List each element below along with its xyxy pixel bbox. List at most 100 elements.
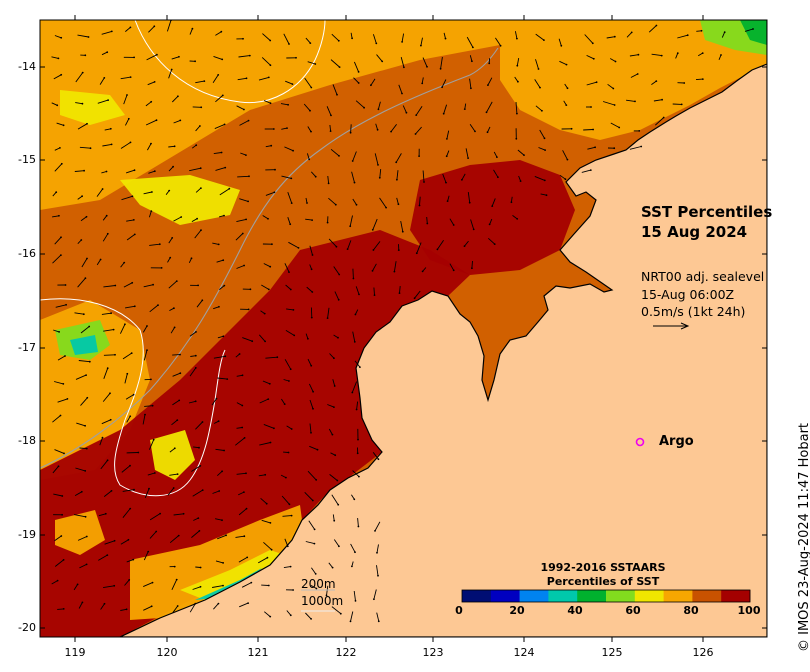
current-arrow-head [194, 400, 197, 403]
current-arrow-head [88, 360, 91, 363]
current-arrow-head [452, 269, 455, 272]
current-arrow [98, 513, 106, 517]
current-arrow [651, 53, 662, 57]
current-arrow [142, 414, 146, 425]
current-arrow [586, 81, 597, 86]
current-arrow-head [306, 202, 308, 204]
current-arrow [238, 491, 245, 496]
current-arrow-head [474, 130, 476, 133]
current-arrow [103, 585, 115, 589]
current-arrow [449, 218, 455, 226]
current-arrow [120, 262, 125, 268]
vector-info-line-3: 0.5m/s (1kt 24h) [641, 304, 746, 319]
lat-tick-label: -15 [18, 153, 36, 166]
current-arrow [99, 437, 103, 446]
current-arrow-head [338, 545, 340, 548]
current-arrow [626, 99, 636, 102]
current-arrow [414, 290, 421, 299]
current-arrow-head [203, 80, 206, 82]
current-arrow-head [326, 221, 329, 224]
vector-info: NRT00 adj. sealevel 15-Aug 06:00Z 0.5m/s… [641, 268, 764, 321]
current-arrow [77, 536, 87, 541]
current-arrow [265, 191, 275, 196]
current-arrow [79, 563, 87, 569]
current-arrow-head [201, 489, 204, 491]
current-arrow-head [56, 579, 59, 582]
current-arrow [53, 381, 64, 385]
current-arrow [195, 421, 203, 430]
current-arrow-head [245, 507, 248, 510]
current-arrow [101, 51, 108, 56]
current-arrow [376, 612, 380, 622]
current-arrow-head [676, 52, 679, 54]
current-arrow-head [103, 602, 106, 605]
current-arrow-head [420, 44, 422, 47]
current-arrow [193, 446, 200, 449]
current-arrow [96, 188, 103, 197]
current-arrow [626, 32, 633, 38]
current-arrow-head [137, 451, 140, 454]
current-arrow [443, 104, 448, 114]
sst-region [40, 230, 470, 637]
colorbar-segment [462, 590, 492, 602]
current-arrow [558, 38, 562, 46]
current-arrow-head [159, 512, 162, 515]
current-arrow-head [173, 145, 176, 148]
current-arrow-head [153, 81, 156, 83]
land-mass [119, 20, 767, 637]
current-arrow [440, 56, 443, 69]
current-arrow-head [199, 465, 202, 467]
current-arrow [120, 539, 129, 545]
current-arrow-head [543, 179, 546, 182]
sst-region [410, 160, 575, 275]
current-arrow-head [355, 408, 358, 411]
current-arrow [352, 331, 356, 342]
current-arrow [282, 515, 292, 517]
current-arrow-head [426, 65, 428, 68]
current-arrow-head [225, 534, 228, 537]
current-arrow [354, 309, 359, 315]
current-arrow-head [132, 558, 135, 561]
lon-tick-label: 120 [156, 646, 178, 659]
current-arrow [235, 233, 244, 241]
current-arrow-head [613, 147, 616, 150]
current-arrow [377, 101, 381, 110]
current-arrow [77, 123, 88, 130]
lat-tick-label: -19 [18, 528, 36, 541]
current-arrow-head [105, 170, 108, 173]
current-arrow [308, 383, 314, 392]
current-arrow-head [84, 424, 86, 427]
current-arrow [56, 122, 64, 126]
current-arrow [145, 119, 157, 126]
current-arrow [332, 514, 335, 521]
current-arrow-head [463, 108, 466, 110]
current-arrow [648, 25, 657, 33]
current-arrow [464, 103, 467, 110]
current-arrow-head [179, 353, 181, 356]
current-arrow [119, 324, 126, 334]
current-arrow-head [315, 479, 318, 481]
current-arrow-head [109, 127, 112, 130]
current-arrow-head [316, 448, 319, 451]
current-arrow-head [60, 73, 63, 76]
current-arrow [143, 551, 149, 561]
current-arrow-head [405, 111, 408, 114]
current-arrow-head [269, 441, 272, 444]
current-arrow [518, 175, 522, 182]
lon-tick-label: 122 [335, 646, 357, 659]
current-arrow-head [327, 182, 330, 185]
current-arrow [169, 535, 179, 544]
current-arrow [306, 153, 310, 160]
current-arrow-head [241, 404, 244, 407]
current-arrow-head [311, 499, 314, 502]
current-arrow-head [85, 374, 87, 376]
current-arrow [443, 32, 446, 39]
current-arrow [143, 582, 153, 588]
current-arrow [52, 466, 59, 474]
current-arrow-head [401, 92, 403, 95]
current-arrow-head [353, 341, 356, 343]
current-arrow-head [338, 155, 340, 157]
current-arrow-head [129, 141, 132, 144]
current-arrow [471, 260, 473, 269]
current-arrow-head [156, 53, 158, 56]
